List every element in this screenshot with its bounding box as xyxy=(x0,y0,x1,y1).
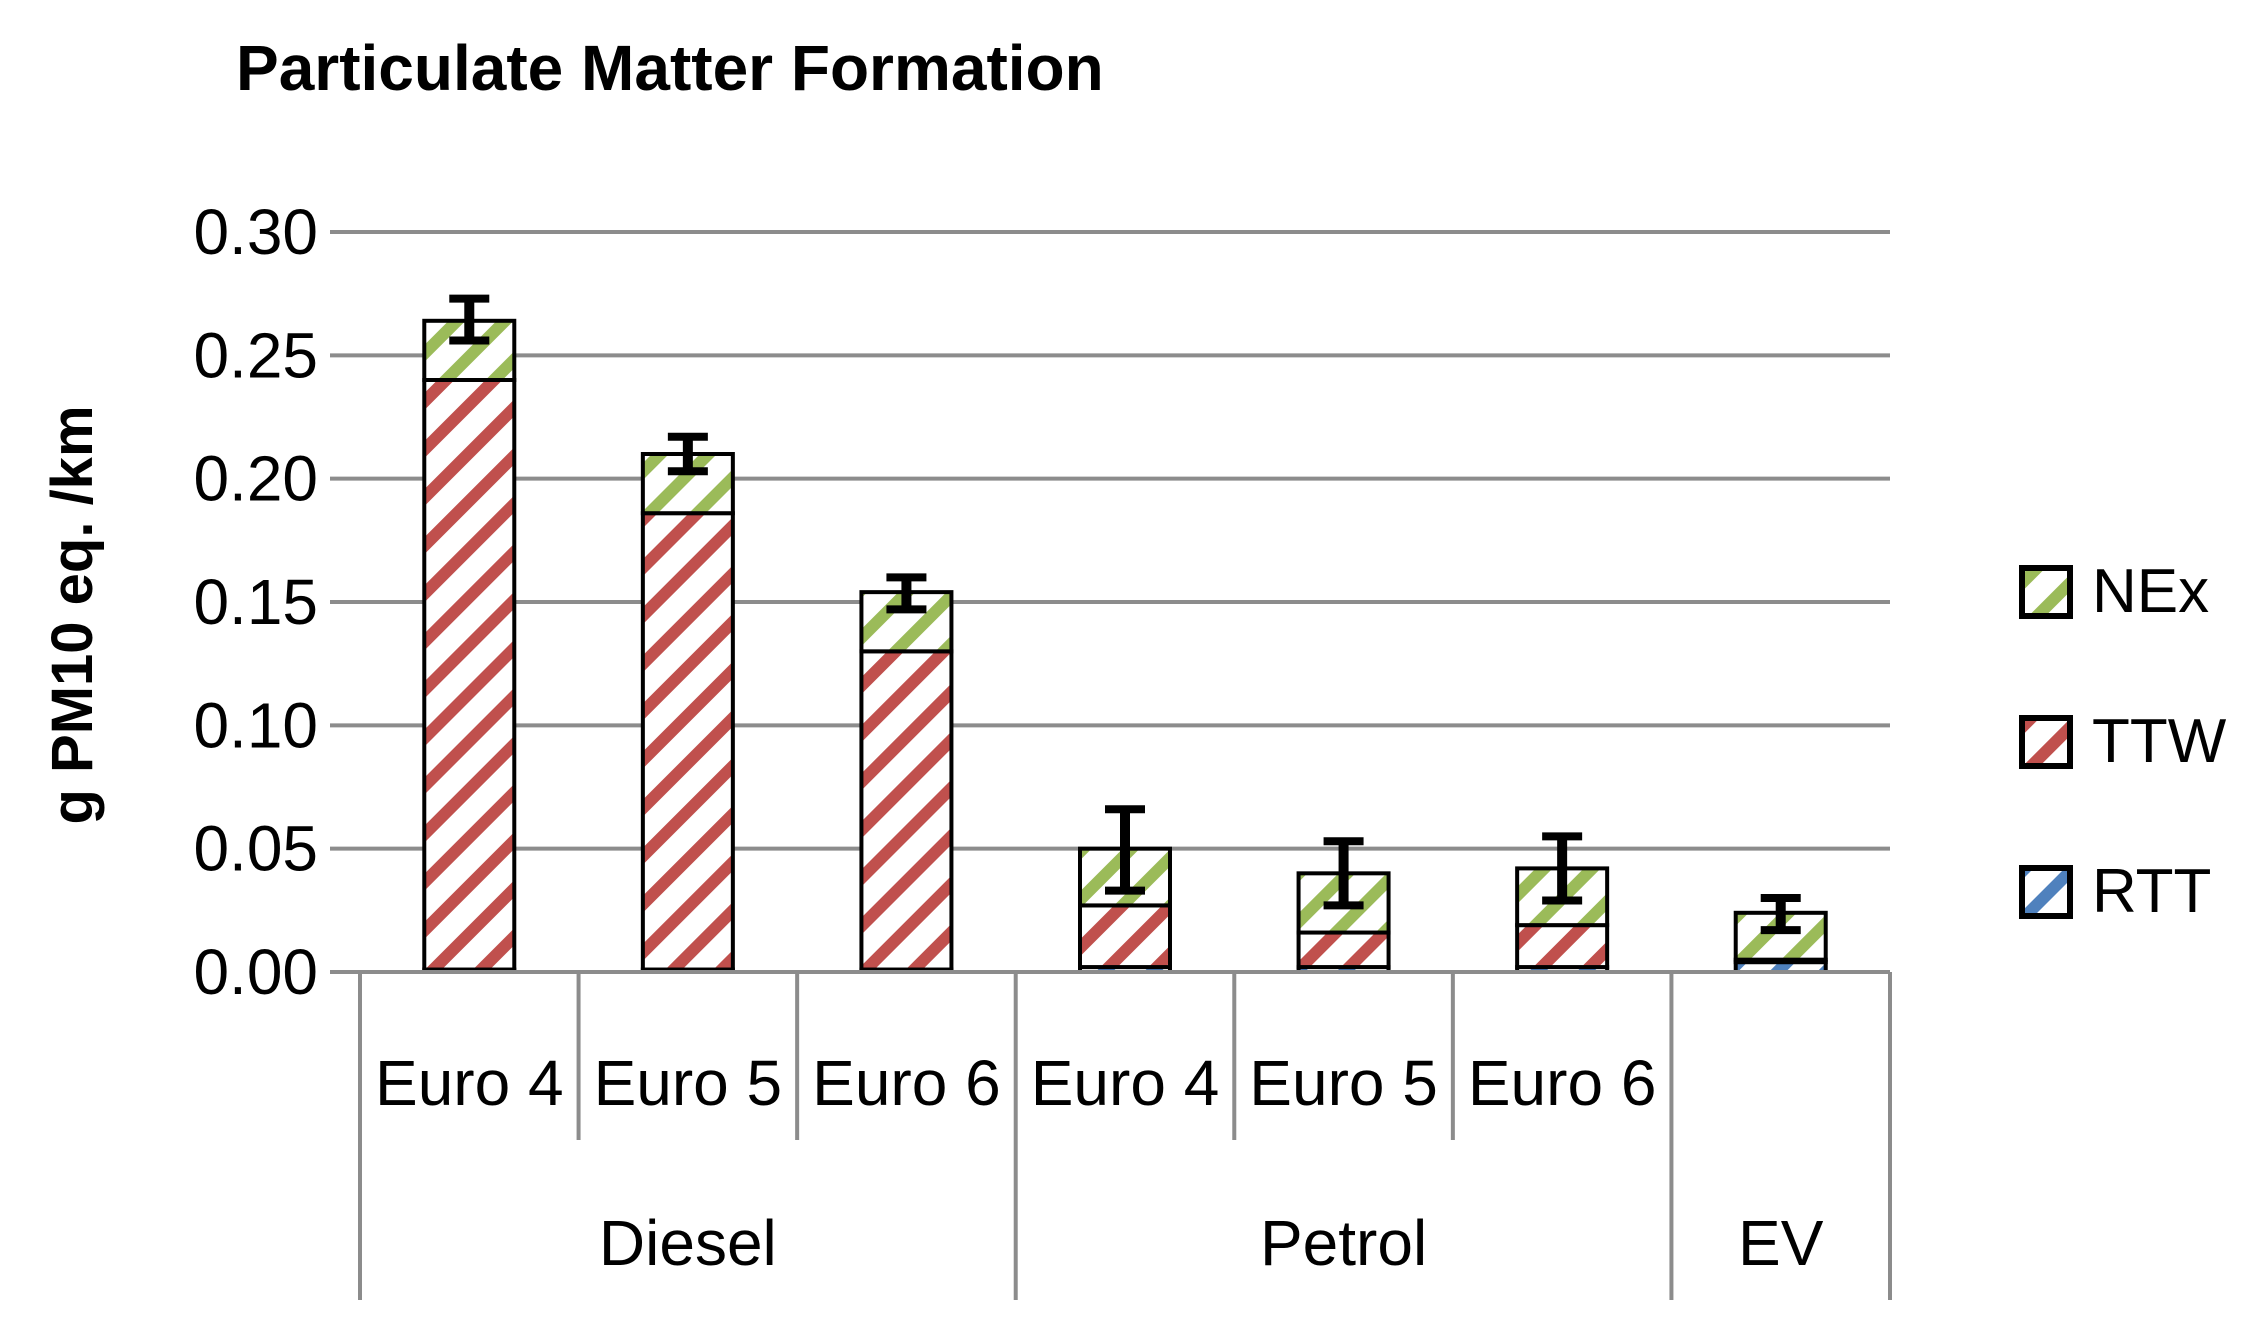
x-tick-label: Euro 4 xyxy=(1031,1047,1220,1119)
x-group-label: Diesel xyxy=(599,1207,777,1279)
x-group-label: Petrol xyxy=(1260,1207,1427,1279)
chart-title: Particulate Matter Formation xyxy=(236,32,1104,104)
y-tick-label: 0.30 xyxy=(193,196,318,268)
legend-item: NEx xyxy=(2019,557,2209,626)
bar-stack xyxy=(422,294,517,974)
error-bar xyxy=(1542,832,1583,905)
y-tick-label: 0.20 xyxy=(193,443,318,515)
bar-segment-ttw xyxy=(1515,923,1610,970)
bar-segment-ttw xyxy=(859,649,954,972)
y-tick-label: 0.15 xyxy=(193,566,318,638)
error-bar xyxy=(1323,837,1364,910)
bar-stack xyxy=(640,432,735,974)
x-tick-label: Euro 6 xyxy=(812,1047,1001,1119)
legend-swatch xyxy=(2019,565,2073,619)
error-bar xyxy=(667,432,708,476)
x-tick-label: Euro 4 xyxy=(375,1047,564,1119)
bar-segment-ttw xyxy=(1078,903,1172,970)
x-group-label: EV xyxy=(1738,1207,1824,1279)
legend-label: TTW xyxy=(2092,707,2227,776)
legend-item: RTT xyxy=(2019,857,2211,926)
error-bar xyxy=(1760,894,1801,935)
bar-segment-ttw xyxy=(422,378,517,972)
x-tick-label: Euro 5 xyxy=(1249,1047,1438,1119)
error-bar xyxy=(1105,805,1145,895)
y-axis-label: g PM10 eq. /km xyxy=(40,405,105,824)
legend-label: RTT xyxy=(2092,857,2211,926)
x-tick-label: Euro 5 xyxy=(594,1047,783,1119)
bar-stack xyxy=(1515,832,1610,974)
y-tick-label: 0.25 xyxy=(193,319,318,391)
grid-layer: 0.00 0.05 0.10 0.15 0.20 0.25 0.30 xyxy=(193,196,1890,1008)
legend-swatch xyxy=(2019,715,2073,769)
bar-stack xyxy=(1078,805,1172,974)
y-tick-label: 0.10 xyxy=(193,689,318,761)
legend-swatch xyxy=(2019,865,2073,919)
error-bar xyxy=(886,573,927,614)
bar-segment-ttw xyxy=(640,511,735,972)
legend: NEx TTW RTT xyxy=(2019,557,2227,926)
x-tick-label: Euro 6 xyxy=(1468,1047,1657,1119)
legend-item: TTW xyxy=(2019,707,2227,776)
bar-segment-nex xyxy=(859,590,954,654)
axis-layer: Euro 4 Euro 5 Euro 6 Euro 4 Euro 5 Euro 6 Dies… xyxy=(330,970,1892,1300)
bar-stack xyxy=(1296,837,1391,974)
error-bar xyxy=(449,294,490,345)
y-tick-label: 0.00 xyxy=(193,936,318,1008)
bar-segment-ttw xyxy=(1296,930,1391,970)
legend-label: NEx xyxy=(2092,557,2209,626)
bar-stack xyxy=(1733,894,1828,975)
bars-layer xyxy=(422,294,1828,975)
bar-stack xyxy=(859,573,954,974)
y-tick-label: 0.05 xyxy=(193,813,318,885)
